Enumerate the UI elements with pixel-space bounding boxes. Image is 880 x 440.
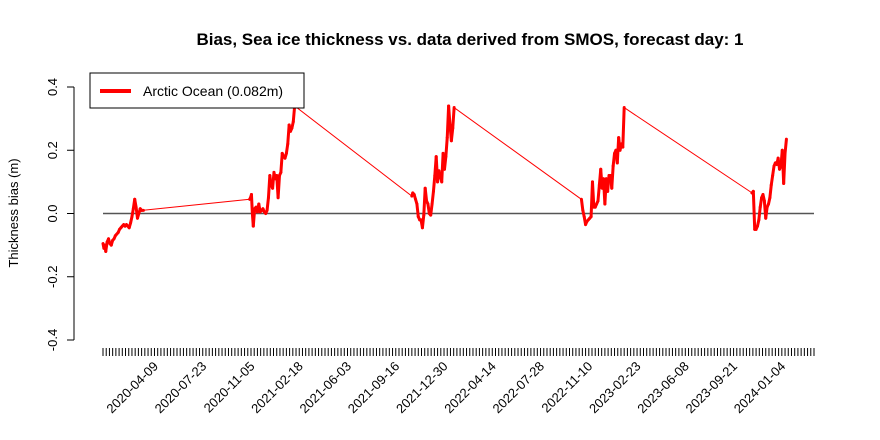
series-segment bbox=[759, 207, 760, 220]
series-segment bbox=[278, 176, 279, 198]
y-tick-label: 0.4 bbox=[45, 78, 60, 96]
y-axis-label: Thickness bias (m) bbox=[6, 158, 21, 267]
series-segment bbox=[267, 198, 268, 211]
series-segment bbox=[451, 128, 452, 141]
series-segment bbox=[613, 153, 614, 166]
series-segment bbox=[446, 138, 447, 157]
series-segment bbox=[425, 188, 426, 201]
series-segment bbox=[581, 199, 582, 210]
series-segment bbox=[449, 106, 450, 125]
series-segment bbox=[766, 207, 767, 218]
y-axis: -0.4 -0.2 0.0 0.2 0.4 bbox=[45, 78, 74, 351]
series-segment bbox=[251, 195, 252, 214]
y-tick-label: -0.2 bbox=[45, 266, 60, 288]
series-segment bbox=[598, 185, 599, 201]
series-segment bbox=[612, 166, 613, 188]
y-tick-label: 0.0 bbox=[45, 204, 60, 222]
legend-label: Arctic Ocean (0.082m) bbox=[143, 83, 283, 99]
y-tick-label: 0.2 bbox=[45, 141, 60, 159]
series-segment bbox=[422, 215, 423, 228]
x-axis: 2020-04-092020-07-232020-11-052021-02-18… bbox=[103, 348, 814, 416]
series-segment bbox=[785, 139, 786, 153]
x-tick-label: 2024-01-04 bbox=[731, 359, 789, 417]
series-segment bbox=[770, 185, 771, 198]
chart-title: Bias, Sea ice thickness vs. data derived… bbox=[196, 30, 743, 49]
series-line bbox=[103, 106, 786, 251]
series-segment bbox=[433, 176, 434, 192]
x-tick-label: 2022-07-28 bbox=[489, 359, 547, 417]
series-layer bbox=[103, 106, 786, 251]
series-segment bbox=[623, 108, 624, 148]
series-segment bbox=[608, 176, 609, 192]
series-segment bbox=[784, 153, 785, 183]
series-segment bbox=[253, 209, 254, 226]
series-segment bbox=[432, 191, 433, 204]
series-segment bbox=[453, 108, 454, 129]
series-segment bbox=[444, 157, 445, 170]
series-segment bbox=[431, 204, 432, 215]
series-segment bbox=[592, 182, 593, 207]
legend: Arctic Ocean (0.082m) bbox=[90, 73, 304, 108]
series-segment bbox=[417, 204, 418, 217]
x-tick-label: 2020-07-23 bbox=[152, 359, 210, 417]
series-segment bbox=[753, 191, 754, 229]
x-minor-ticks bbox=[103, 348, 814, 356]
y-tick-label: -0.4 bbox=[45, 329, 60, 351]
chart: Bias, Sea ice thickness vs. data derived… bbox=[0, 0, 880, 440]
